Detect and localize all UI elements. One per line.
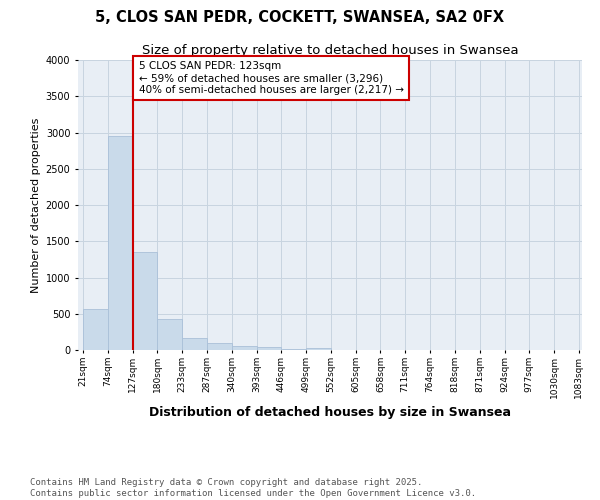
- Bar: [307, 348, 331, 350]
- Text: 5 CLOS SAN PEDR: 123sqm
← 59% of detached houses are smaller (3,296)
40% of semi: 5 CLOS SAN PEDR: 123sqm ← 59% of detache…: [139, 62, 404, 94]
- X-axis label: Distribution of detached houses by size in Swansea: Distribution of detached houses by size …: [149, 406, 511, 419]
- Title: Size of property relative to detached houses in Swansea: Size of property relative to detached ho…: [142, 44, 518, 58]
- Bar: [182, 338, 206, 350]
- Bar: [281, 348, 306, 350]
- Bar: [157, 319, 182, 350]
- Bar: [232, 346, 257, 350]
- Y-axis label: Number of detached properties: Number of detached properties: [31, 118, 41, 292]
- Bar: [208, 344, 232, 350]
- Bar: [108, 136, 133, 350]
- Bar: [83, 310, 108, 350]
- Bar: [133, 252, 157, 350]
- Bar: [257, 348, 281, 350]
- Text: 5, CLOS SAN PEDR, COCKETT, SWANSEA, SA2 0FX: 5, CLOS SAN PEDR, COCKETT, SWANSEA, SA2 …: [95, 10, 505, 25]
- Text: Contains HM Land Registry data © Crown copyright and database right 2025.
Contai: Contains HM Land Registry data © Crown c…: [30, 478, 476, 498]
